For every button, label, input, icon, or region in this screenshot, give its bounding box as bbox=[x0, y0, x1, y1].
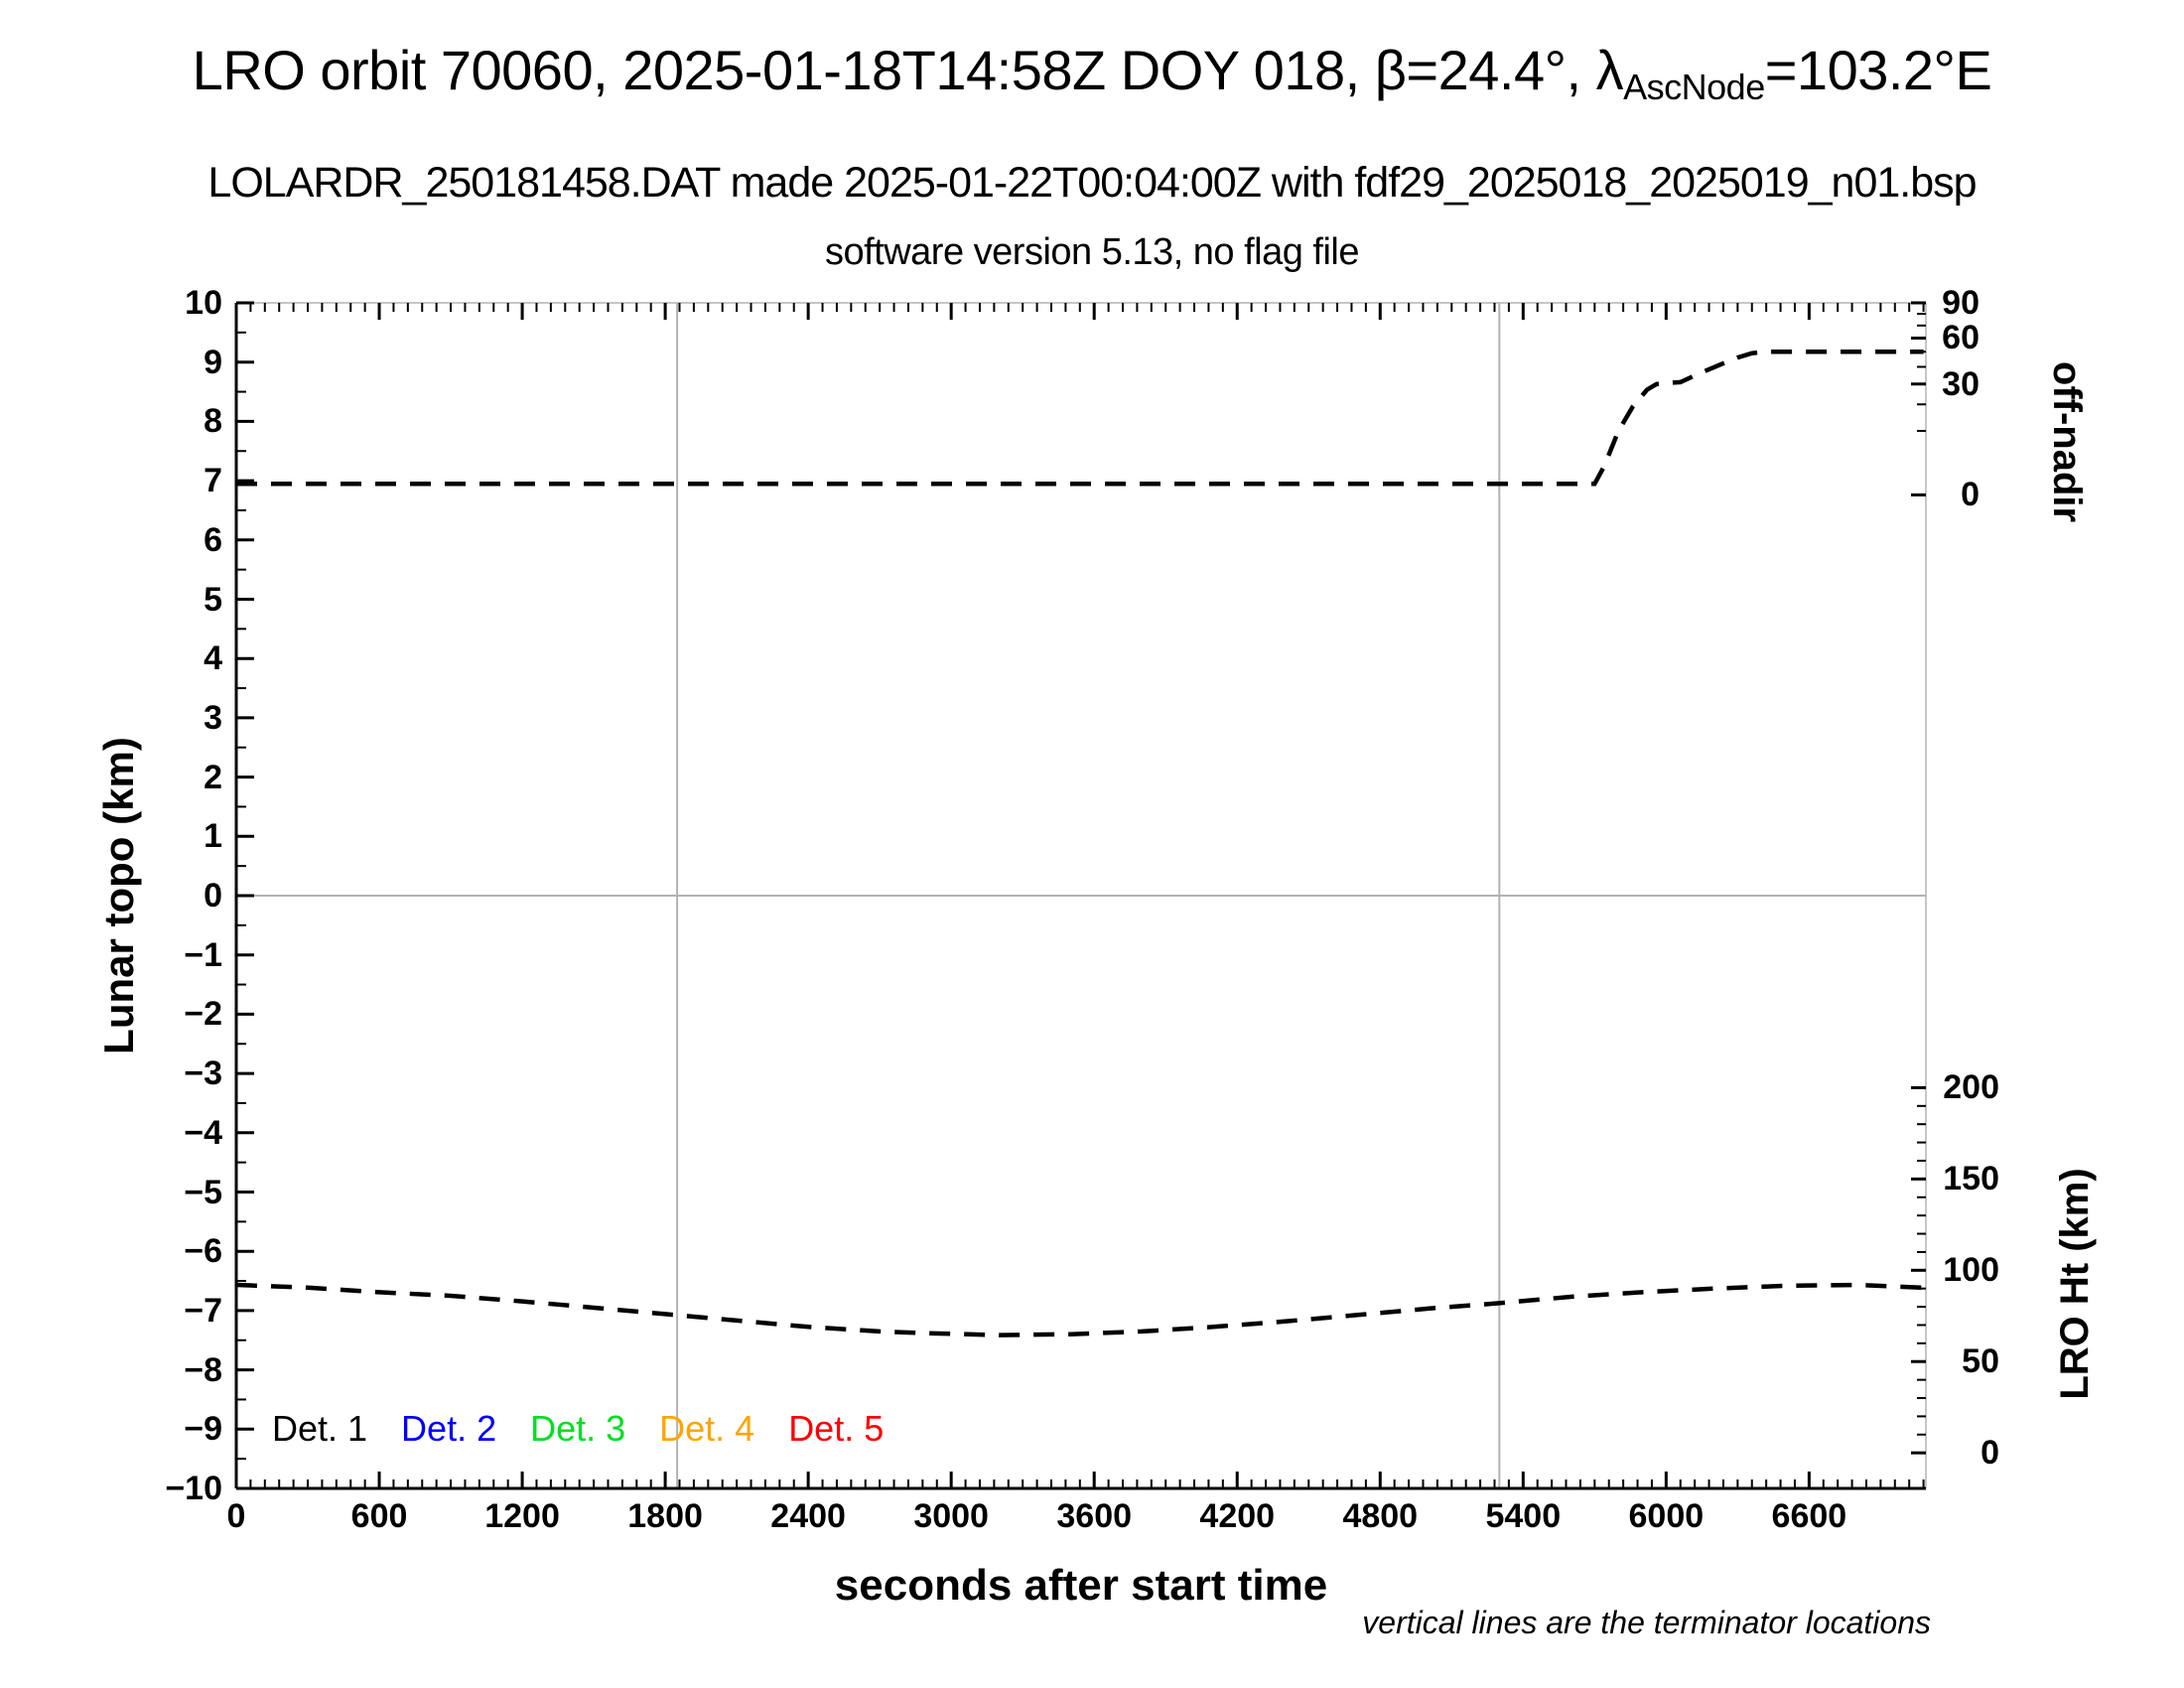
y-axis-title-left: Lunar topo (km) bbox=[95, 737, 142, 1055]
off-nadir-tick-label: 60 bbox=[1942, 319, 1979, 357]
lro-height-curve bbox=[235, 1282, 1924, 1337]
y-left-tick-label: −9 bbox=[184, 1410, 222, 1449]
x-tick-label: 3000 bbox=[913, 1497, 989, 1535]
off-nadir-tick-label: 30 bbox=[1942, 364, 1979, 403]
page-title: LRO orbit 70060, 2025-01-18T14:58Z DOY 0… bbox=[0, 38, 2184, 107]
x-tick-label: 4200 bbox=[1199, 1497, 1276, 1535]
y-left-tick-label: 4 bbox=[204, 639, 222, 678]
lro-ht-tick-label: 200 bbox=[1943, 1068, 1999, 1107]
legend-item: Det. 2 bbox=[401, 1408, 497, 1449]
x-tick-label: 0 bbox=[226, 1497, 246, 1535]
detector-legend: Det. 1 Det. 2 Det. 3 Det. 4 Det. 5 bbox=[272, 1407, 884, 1451]
x-axis-title: seconds after start time bbox=[834, 1561, 1328, 1610]
legend-item: Det. 3 bbox=[530, 1408, 626, 1449]
software-version-line: software version 5.13, no flag file bbox=[824, 231, 1360, 273]
title-suffix: =103.2°E bbox=[1764, 39, 1992, 101]
y-left-tick-label: 1 bbox=[204, 817, 222, 856]
x-tick-label: 3600 bbox=[1056, 1497, 1133, 1535]
y-left-tick-label: −5 bbox=[184, 1173, 222, 1211]
lro-ht-tick-label: 50 bbox=[1962, 1342, 1999, 1381]
y-axis-title-off-nadir: off-nadir bbox=[2045, 360, 2089, 523]
y-left-tick-label: −2 bbox=[184, 995, 222, 1034]
legend-item: Det. 4 bbox=[659, 1408, 755, 1449]
y-left-tick-label: −10 bbox=[165, 1470, 222, 1507]
y-left-tick-label: 0 bbox=[204, 877, 222, 914]
y-left-tick-label: 6 bbox=[204, 520, 222, 559]
title-subscript: AscNode bbox=[1623, 67, 1765, 108]
x-tick-label: 2400 bbox=[770, 1497, 846, 1535]
x-tick-label: 6000 bbox=[1628, 1497, 1705, 1535]
legend-item: Det. 1 bbox=[272, 1408, 368, 1449]
y-left-tick-label: 8 bbox=[204, 402, 222, 441]
lro-ht-tick-label: 0 bbox=[1980, 1434, 1999, 1473]
x-tick-label: 1800 bbox=[627, 1497, 703, 1535]
y-left-tick-label: 9 bbox=[204, 343, 222, 381]
terminator-footnote: vertical lines are the terminator locati… bbox=[1362, 1605, 1931, 1640]
x-tick-label: 5400 bbox=[1485, 1497, 1562, 1535]
y-axis-title-lro-ht: LRO Ht (km) bbox=[2053, 1168, 2097, 1400]
y-left-tick-label: −4 bbox=[184, 1113, 222, 1152]
y-left-tick-label: 5 bbox=[204, 580, 222, 619]
subtitle-filename: LOLARDR_250181458.DAT made 2025-01-22T00… bbox=[207, 159, 1977, 207]
lro-ht-tick-label: 150 bbox=[1943, 1160, 1999, 1198]
lro-ht-tick-label: 100 bbox=[1943, 1251, 1999, 1290]
title-main: LRO orbit 70060, 2025-01-18T14:58Z DOY 0… bbox=[192, 39, 1624, 101]
legend-item: Det. 5 bbox=[788, 1408, 885, 1449]
off-nadir-tick-label: 90 bbox=[1942, 284, 1979, 322]
y-left-tick-label: −8 bbox=[184, 1350, 222, 1389]
y-left-tick-label: 2 bbox=[204, 758, 222, 796]
y-left-tick-label: −1 bbox=[184, 935, 222, 974]
x-tick-label: 1200 bbox=[484, 1497, 560, 1535]
x-tick-label: 6600 bbox=[1771, 1497, 1847, 1535]
y-left-tick-label: −7 bbox=[184, 1291, 222, 1330]
y-left-tick-label: 7 bbox=[204, 462, 222, 500]
y-left-tick-label: −6 bbox=[184, 1232, 222, 1271]
y-left-tick-label: 3 bbox=[204, 698, 222, 737]
y-left-tick-label: −3 bbox=[184, 1055, 222, 1093]
off-nadir-tick-label: 0 bbox=[1961, 476, 1979, 514]
y-left-tick-label: 10 bbox=[185, 284, 222, 322]
off-nadir-curve bbox=[236, 350, 1924, 487]
x-tick-label: 600 bbox=[350, 1497, 408, 1535]
x-tick-label: 4800 bbox=[1342, 1497, 1419, 1535]
